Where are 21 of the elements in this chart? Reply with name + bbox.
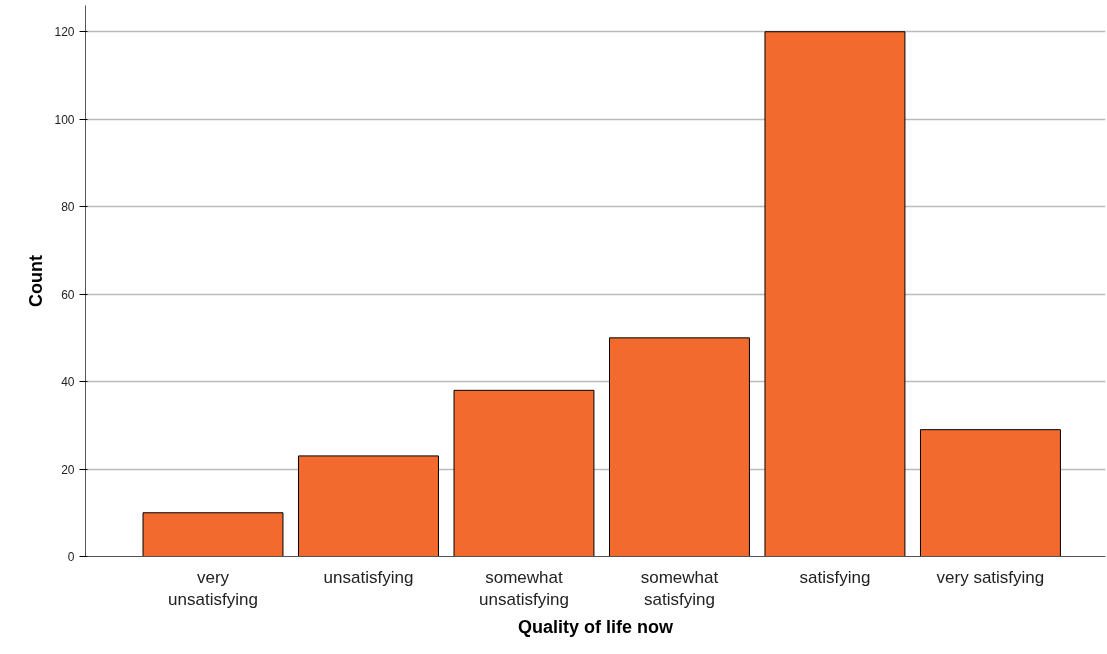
bar <box>919 429 1061 557</box>
bar <box>298 455 439 557</box>
y-axis-title: Count <box>26 255 47 307</box>
x-tick-label: unsatisfying <box>323 567 414 587</box>
x-tick-label: somewhat satisfying <box>640 567 719 610</box>
y-tick-label: 60 <box>61 287 75 302</box>
x-tick-label: somewhat unsatisfying <box>479 567 569 610</box>
x-tick-label: satisfying <box>799 567 871 587</box>
bar <box>453 389 595 557</box>
y-tick-label: 120 <box>54 25 75 40</box>
y-tick-label: 20 <box>61 462 75 477</box>
x-tick-label: very unsatisfying <box>168 567 258 610</box>
bar <box>764 31 906 557</box>
y-tick-label: 40 <box>61 375 75 390</box>
x-tick-label: very satisfying <box>936 567 1045 587</box>
y-tick-label: 100 <box>54 112 75 127</box>
x-axis-title: Quality of life now <box>518 617 674 638</box>
bar <box>142 512 284 557</box>
y-tick-label: 0 <box>67 550 75 564</box>
bar <box>608 337 750 557</box>
y-tick-label: 80 <box>61 200 75 215</box>
